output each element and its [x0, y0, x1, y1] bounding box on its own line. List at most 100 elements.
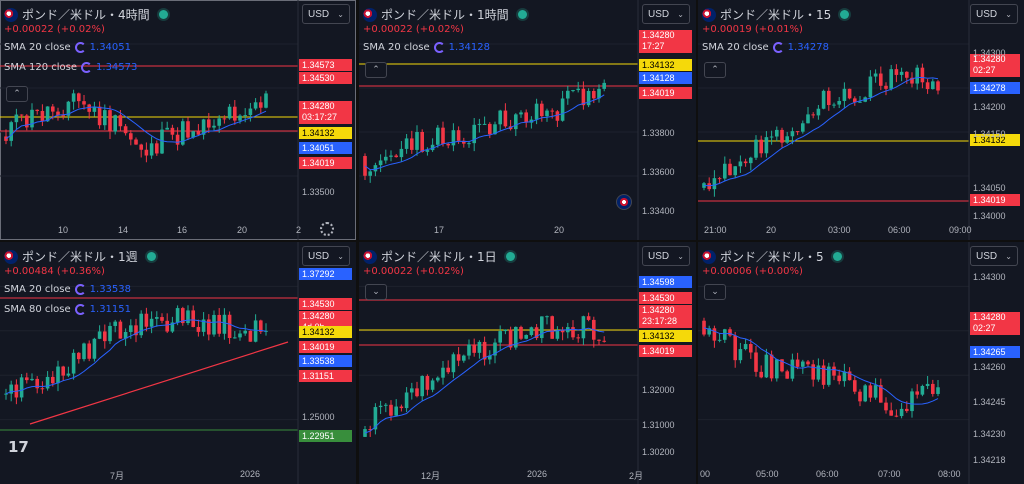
candlestick-chart[interactable] — [698, 242, 1024, 484]
chart-pane-3[interactable]: ポンド／米ドル・15 +0.00019 (+0.01%) SMA 20 close 1… — [698, 0, 1024, 240]
time-axis-label: 03:00 — [828, 225, 851, 235]
candle-body — [795, 359, 800, 367]
time-axis-label: 12月 — [421, 471, 441, 481]
candle-body — [540, 103, 544, 117]
price-change: +0.00022 (+0.02%) — [363, 266, 464, 277]
candle-body — [404, 138, 409, 149]
candle-body — [144, 149, 149, 156]
time-axis-label: 2026 — [527, 469, 548, 479]
sma-legend[interactable]: SMA 20 close 1.34051 — [4, 42, 131, 53]
collapse-legend-button[interactable]: ⌃ — [365, 62, 387, 78]
time-axis-label: 7月 — [110, 471, 125, 481]
candlestick-chart[interactable] — [359, 242, 696, 484]
candle-body — [56, 366, 60, 384]
candle-body — [529, 119, 534, 123]
time-axis-label: 20 — [554, 225, 565, 235]
chart-pane-2[interactable]: ポンド／米ドル・1時間 +0.00022 (+0.02%) SMA 20 close… — [359, 0, 696, 240]
candle-body — [493, 342, 497, 356]
symbol-title[interactable]: ポンド／米ドル・1週 — [4, 248, 156, 265]
candle-body — [253, 320, 258, 342]
candle-body — [113, 115, 117, 132]
candle-body — [832, 366, 836, 376]
sma-line — [5, 319, 267, 395]
collapse-legend-button[interactable]: ⌃ — [6, 86, 28, 102]
currency-select[interactable]: USD ⌄ — [970, 246, 1018, 266]
collapse-legend-button[interactable]: ⌄ — [704, 284, 726, 300]
candle-body — [207, 319, 211, 335]
settings-gear-icon[interactable] — [320, 222, 334, 236]
candle-body — [14, 114, 19, 123]
candlestick-chart[interactable] — [0, 0, 356, 240]
candle-body — [25, 115, 29, 128]
time-axis-label: 07:00 — [878, 469, 901, 479]
candle-body — [821, 90, 826, 109]
currency-select[interactable]: USD ⌄ — [642, 246, 690, 266]
candle-body — [259, 102, 263, 108]
candle-body — [749, 344, 753, 353]
candle-body — [77, 93, 81, 102]
candle-body — [873, 385, 878, 398]
candle-body — [394, 406, 398, 416]
currency-select[interactable]: USD ⌄ — [302, 4, 350, 24]
currency-select[interactable]: USD ⌄ — [302, 246, 350, 266]
currency-select[interactable]: USD ⌄ — [970, 4, 1018, 24]
sma-legend[interactable]: SMA 20 close 1.34278 — [702, 42, 829, 53]
symbol-title[interactable]: ポンド／米ドル・4時間 — [4, 6, 168, 23]
candle-body — [754, 139, 758, 158]
candle-body — [571, 90, 575, 92]
time-axis-label: 20 — [237, 225, 248, 235]
tradingview-logo-icon: 17 — [8, 438, 29, 456]
candle-body — [936, 81, 940, 91]
candle-body — [545, 110, 549, 117]
symbol-title[interactable]: ポンド／米ドル・5 — [702, 248, 842, 265]
candle-body — [780, 359, 784, 372]
candle-body — [149, 318, 154, 327]
sma-legend[interactable]: SMA 20 close 1.34128 — [363, 42, 490, 53]
chart-pane-1[interactable]: ポンド／米ドル・4時間 +0.00022 (+0.02%) SMA 20 close… — [0, 0, 356, 240]
market-open-status-icon — [158, 10, 168, 19]
candle-body — [144, 313, 149, 327]
chart-pane-6[interactable]: ポンド／米ドル・5 +0.00006 (+0.00%) ⌄ USD ⌄ 1.34280 02… — [698, 242, 1024, 484]
gbp-usd-flag-icon — [702, 7, 716, 22]
chart-pane-4[interactable]: ポンド／米ドル・1週 +0.00484 (+0.36%) SMA 20 close 1… — [0, 242, 356, 484]
candle-body — [524, 112, 528, 123]
candle-body — [186, 121, 190, 138]
sma-legend[interactable]: SMA 120 close 1.34573 — [4, 62, 137, 73]
price-axis-label: 1.34300 — [973, 272, 1006, 282]
currency-select-value: USD — [308, 250, 330, 262]
candle-body — [40, 388, 45, 390]
candlestick-chart[interactable] — [698, 0, 1024, 240]
collapse-legend-button[interactable]: ⌄ — [365, 284, 387, 300]
candle-body — [811, 114, 815, 116]
currency-select[interactable]: USD ⌄ — [642, 4, 690, 24]
candle-body — [728, 163, 732, 176]
symbol-title-text: ポンド／米ドル・1時間 — [381, 8, 509, 22]
collapse-legend-button[interactable]: ⌃ — [704, 62, 726, 78]
candlestick-chart[interactable] — [359, 0, 696, 240]
candle-body — [181, 121, 185, 145]
symbol-title[interactable]: ポンド／米ドル・15 — [702, 6, 850, 23]
candle-body — [170, 127, 175, 135]
candle-body — [123, 126, 128, 134]
candle-body — [723, 163, 727, 179]
candle-body — [66, 373, 71, 376]
price-axis-label: 1.34000 — [973, 211, 1006, 221]
candle-body — [586, 316, 591, 320]
symbol-title[interactable]: ポンド／米ドル・1時間 — [363, 6, 527, 23]
chart-pane-5[interactable]: ポンド／米ドル・1日 +0.00022 (+0.02%) ⌄ USD ⌄ 1.34598 1… — [359, 242, 696, 484]
candlestick-chart[interactable] — [0, 242, 356, 484]
price-label: 1.34019 — [299, 341, 352, 353]
sma-legend[interactable]: SMA 20 close 1.33538 — [4, 284, 131, 295]
symbol-title[interactable]: ポンド／米ドル・1日 — [363, 248, 515, 265]
candle-body — [212, 125, 216, 128]
candle-body — [905, 71, 909, 78]
time-axis-label: 21:00 — [704, 225, 727, 235]
uk-event-icon[interactable] — [616, 194, 632, 210]
price-axis-label: 1.33800 — [642, 128, 675, 138]
price-label: 1.34573 — [299, 59, 352, 71]
time-axis-label: 06:00 — [816, 469, 839, 479]
candle-body — [399, 148, 404, 158]
sma-legend[interactable]: SMA 80 close 1.31151 — [4, 304, 131, 315]
gbp-usd-flag-icon — [4, 7, 18, 22]
